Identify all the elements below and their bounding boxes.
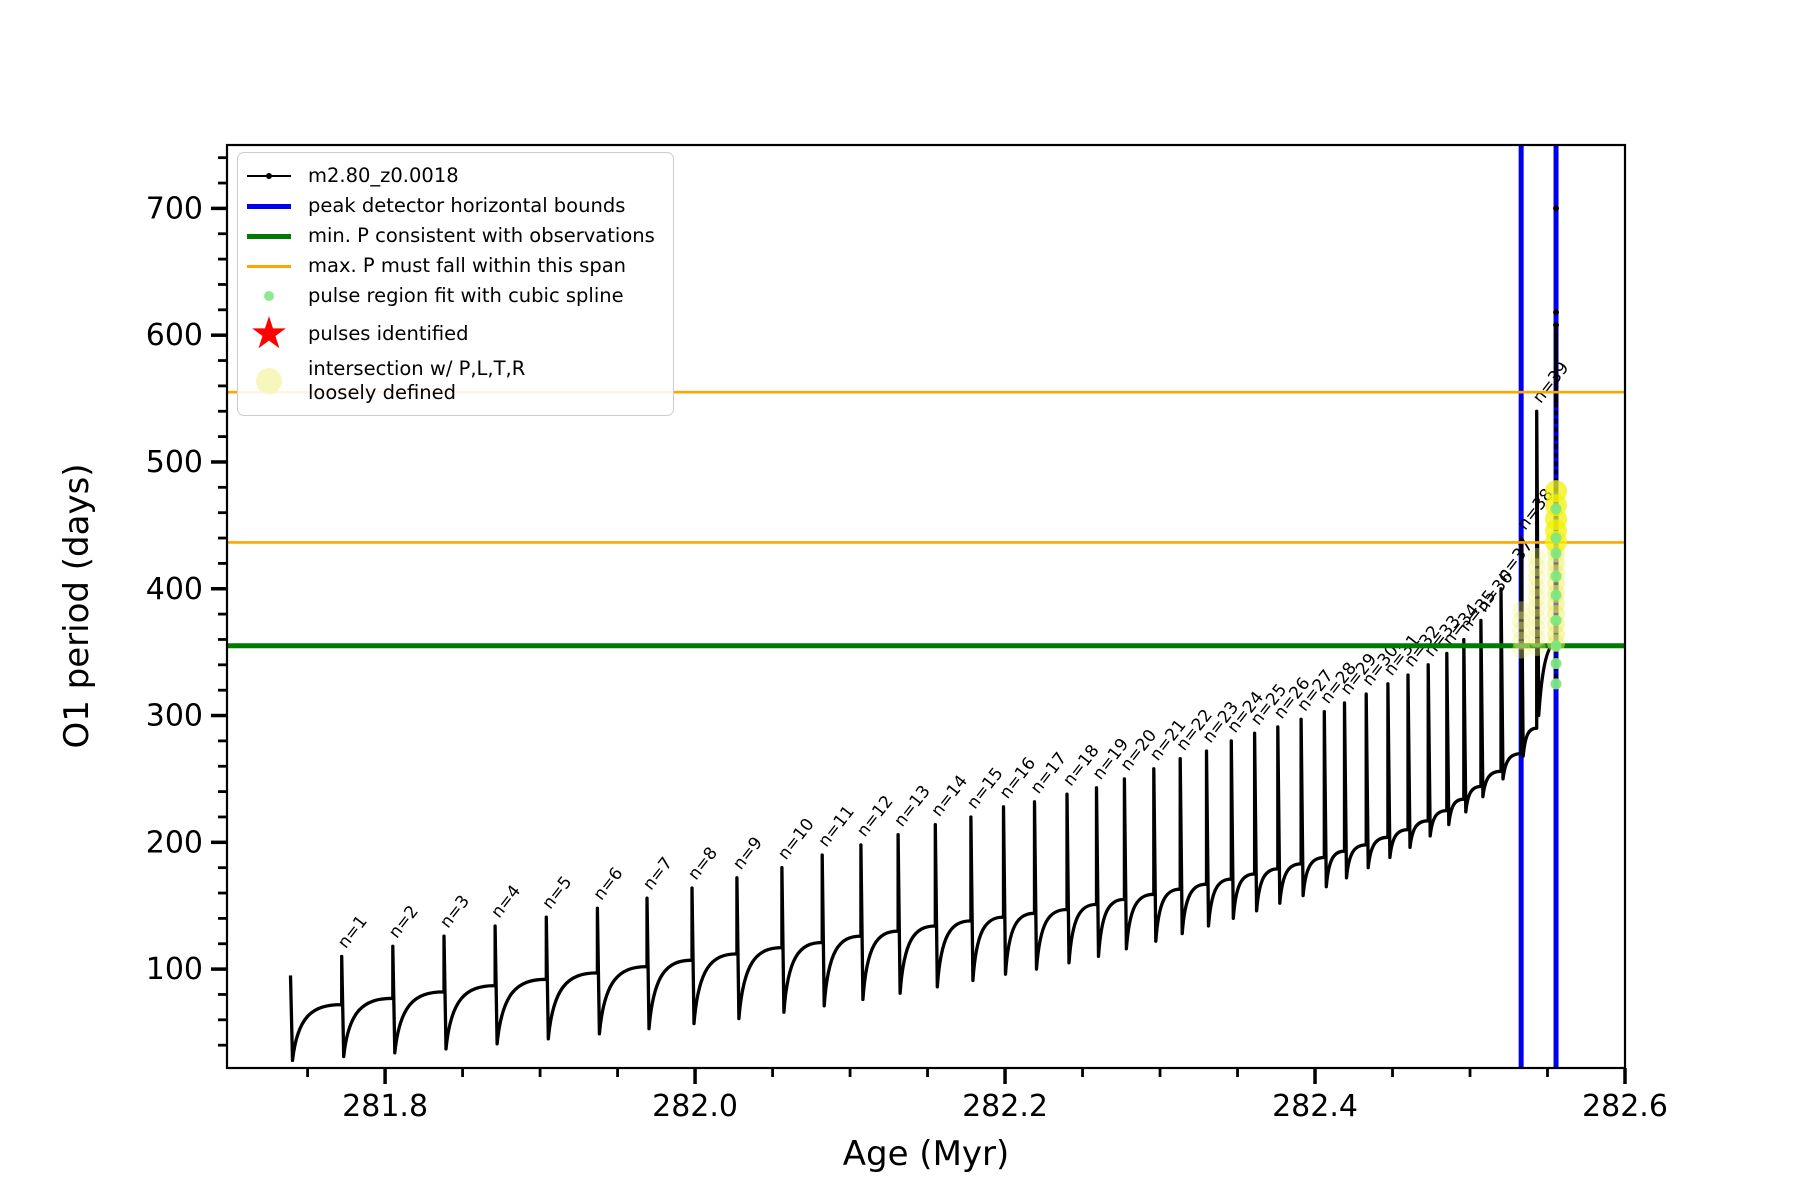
thin-line-icon [246,251,292,281]
yellow-intersection-marker [1527,578,1546,597]
x-tick-label: 282.6 [1582,1089,1668,1124]
pulse-label: n=3 [436,892,474,933]
legend-item: ★ pulses identified [246,311,655,357]
pulse-label: n=8 [684,844,722,885]
pulse-label: n=4 [487,882,525,923]
y-tick-label: 400 [146,572,203,607]
x-tick-label: 282.4 [1272,1089,1358,1124]
spline-dot [1550,678,1562,690]
y-tick-label: 600 [146,318,203,353]
y-tick-label: 200 [146,825,203,860]
legend-item-label: pulses identified [308,322,469,345]
spline-dot [1550,589,1562,601]
pulse-label: n=9 [729,833,767,874]
x-axis-label: Age (Myr) [843,1134,1010,1174]
end-isolated-dot [1553,205,1560,212]
yellow-intersection-marker [1527,568,1546,587]
yellow-intersection-marker [1512,601,1531,620]
yellow-intersection-marker [1527,608,1546,627]
yellow-intersection-marker [1527,558,1546,577]
yellow-intersection-marker [1527,629,1546,648]
star-icon: ★ [249,308,289,359]
x-tick-label: 281.8 [342,1089,428,1124]
yellow-intersection-marker [1527,548,1546,567]
yellow-intersection-marker [1512,631,1531,650]
y-tick-label: 300 [146,699,203,734]
end-isolated-dot [1553,309,1560,316]
yellow-intersection-marker [1527,619,1546,638]
legend-item-label: peak detector horizontal bounds [308,194,626,217]
x-tick-label: 282.0 [652,1089,738,1124]
yellow-intersection-marker [1527,638,1546,657]
legend-item-label: intersection w/ P,L,T,R loosely defined [308,357,526,404]
pulse-label: n=14 [927,772,971,821]
spline-dot [1550,532,1562,544]
y-tick-label: 700 [146,191,203,226]
y-tick-label: 100 [146,952,203,987]
large-dot-icon [246,366,292,396]
thick-line-icon [246,191,292,221]
spline-dot [1550,547,1562,559]
spline-dot [1550,614,1562,626]
legend-item: peak detector horizontal bounds [246,191,655,221]
yellow-intersection-marker [1527,588,1546,607]
yellow-intersection-marker [1512,640,1531,659]
plot-spines [225,143,1627,1070]
axes: 281.8 282.0 282.2 282.4 282.6 100 200 300 400 500… [146,143,1668,1124]
spline-dot [1550,658,1562,670]
legend-item-label: min. P consistent with observations [308,224,655,247]
pulse-label: n=6 [590,864,628,905]
pulse-label: n=39 [1529,358,1573,407]
fit-markers [1512,480,1568,690]
spline-dot [1550,503,1562,515]
yellow-intersection-marker [1512,621,1531,640]
pulse-label: n=11 [814,802,858,851]
spline-dot [1550,640,1562,652]
legend-item: pulse region fit with cubic spline [246,281,655,311]
legend-item: max. P must fall within this span [246,251,655,281]
legend-item: m2.80_z0.0018 [246,161,655,191]
track-curve [288,409,1557,1063]
legend-item-label: m2.80_z0.0018 [308,164,459,187]
thick-line-icon [246,221,292,251]
y-tick-label: 500 [146,445,203,480]
end-isolated-dot [1553,322,1560,329]
pulse-label: n=7 [639,854,677,895]
y-axis-label: O1 period (days) [57,463,97,748]
reference-hlines [227,390,1625,649]
pulse-number-labels: n=1 n=2 n=3 n=4 n=5 n=6 n=7 n=8 n=9 n=10n=11n=12n… [334,358,1573,952]
pulse-label: n=2 [385,902,423,943]
line-marker-icon [246,161,292,191]
pulse-label: n=1 [334,912,372,953]
yellow-intersection-marker [1527,598,1546,617]
legend-item: min. P consistent with observations [246,221,655,251]
pulse-label: n=10 [774,815,818,864]
pulse-label: n=5 [538,873,576,914]
legend-item: intersection w/ P,L,T,R loosely defined [246,357,655,405]
yellow-intersection-marker [1512,611,1531,630]
small-dot-icon [246,281,292,311]
spline-dot [1550,570,1562,582]
legend-item-label: max. P must fall within this span [308,254,627,277]
x-tick-label: 282.2 [962,1089,1048,1124]
legend-item-label: pulse region fit with cubic spline [308,284,624,307]
